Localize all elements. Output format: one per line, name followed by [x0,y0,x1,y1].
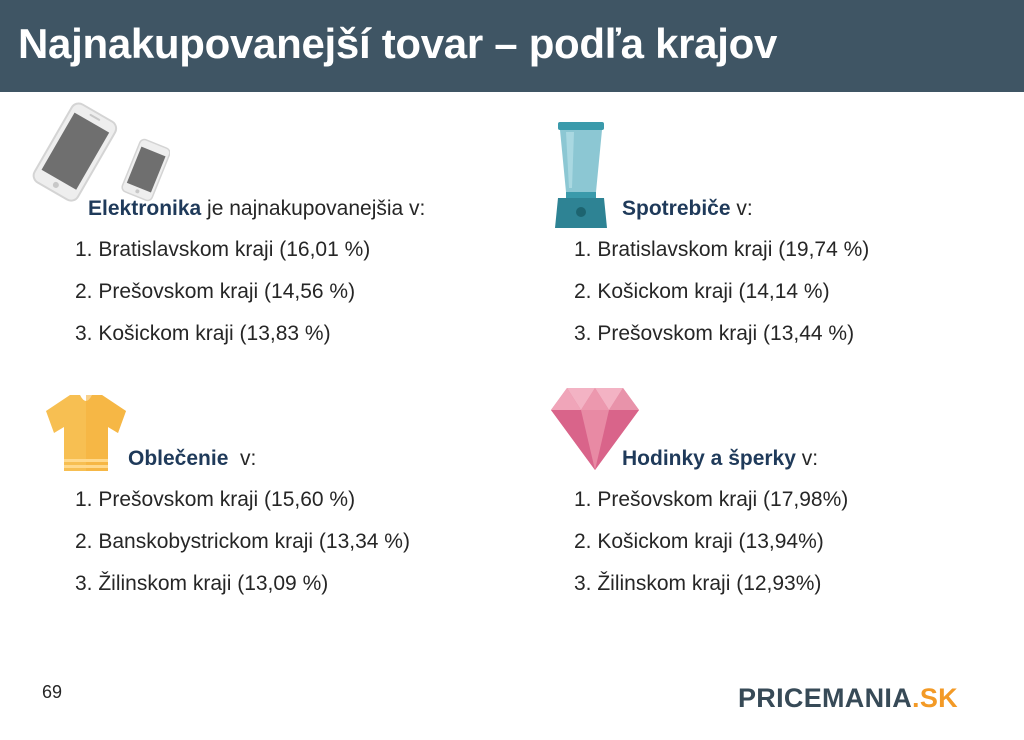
blender-icon [555,122,607,228]
list-item: 2. Košickom kraji (13,94%) [574,530,824,553]
tshirt-icon [46,395,126,471]
list-item: 3. Prešovskom kraji (13,44 %) [574,322,855,345]
ranking-list: 1. Prešovskom kraji (15,60 %) 2. Banskob… [75,479,410,605]
heading-suffix: je najnakupovanejšia v: [201,197,426,220]
smartphone-icon [32,102,170,202]
section-heading: Oblečenie v: [128,447,256,471]
ranking-list: 1. Bratislavskom kraji (19,74 %) 2. Koši… [574,229,869,355]
category-name: Elektronika [88,197,202,220]
list-item: 3. Žilinskom kraji (13,09 %) [75,572,329,595]
section-heading: Hodinky a šperky v: [622,447,818,471]
list-item: 2. Prešovskom kraji (14,56 %) [75,280,356,303]
slide-title: Najnakupovanejší tovar – podľa krajov [18,20,778,67]
category-name: Spotrebiče [622,197,731,220]
section-heading: Spotrebiče v: [622,197,753,221]
section-heading: Elektronika je najnakupovanejšia v: [88,197,425,221]
category-name: Hodinky a šperky [622,447,796,470]
list-item: 3. Košickom kraji (13,83 %) [75,322,331,345]
list-item: 2. Banskobystrickom kraji (13,34 %) [75,530,410,553]
heading-suffix: v: [730,197,753,220]
list-item: 3. Žilinskom kraji (12,93%) [574,572,822,595]
category-name: Oblečenie [128,447,229,470]
logo-main: PRICEMANIA [738,683,913,713]
list-item: 1. Bratislavskom kraji (16,01 %) [75,238,371,261]
ranking-list: 1. Prešovskom kraji (17,98%) 2. Košickom… [574,479,848,605]
slide-header: Najnakupovanejší tovar – podľa krajov [0,0,1024,92]
ranking-list: 1. Bratislavskom kraji (16,01 %) 2. Preš… [75,229,370,355]
pricemania-logo: PRICEMANIA.SK [738,683,958,713]
list-item: 1. Prešovskom kraji (15,60 %) [75,488,356,511]
heading-suffix: v: [228,447,257,470]
page-number: 69 [42,682,63,702]
list-item: 1. Prešovskom kraji (17,98%) [574,488,849,511]
logo-suffix: .SK [912,683,958,713]
list-item: 1. Bratislavskom kraji (19,74 %) [574,238,870,261]
diamond-icon [551,388,639,470]
list-item: 2. Košickom kraji (14,14 %) [574,280,830,303]
heading-suffix: v: [795,447,819,470]
